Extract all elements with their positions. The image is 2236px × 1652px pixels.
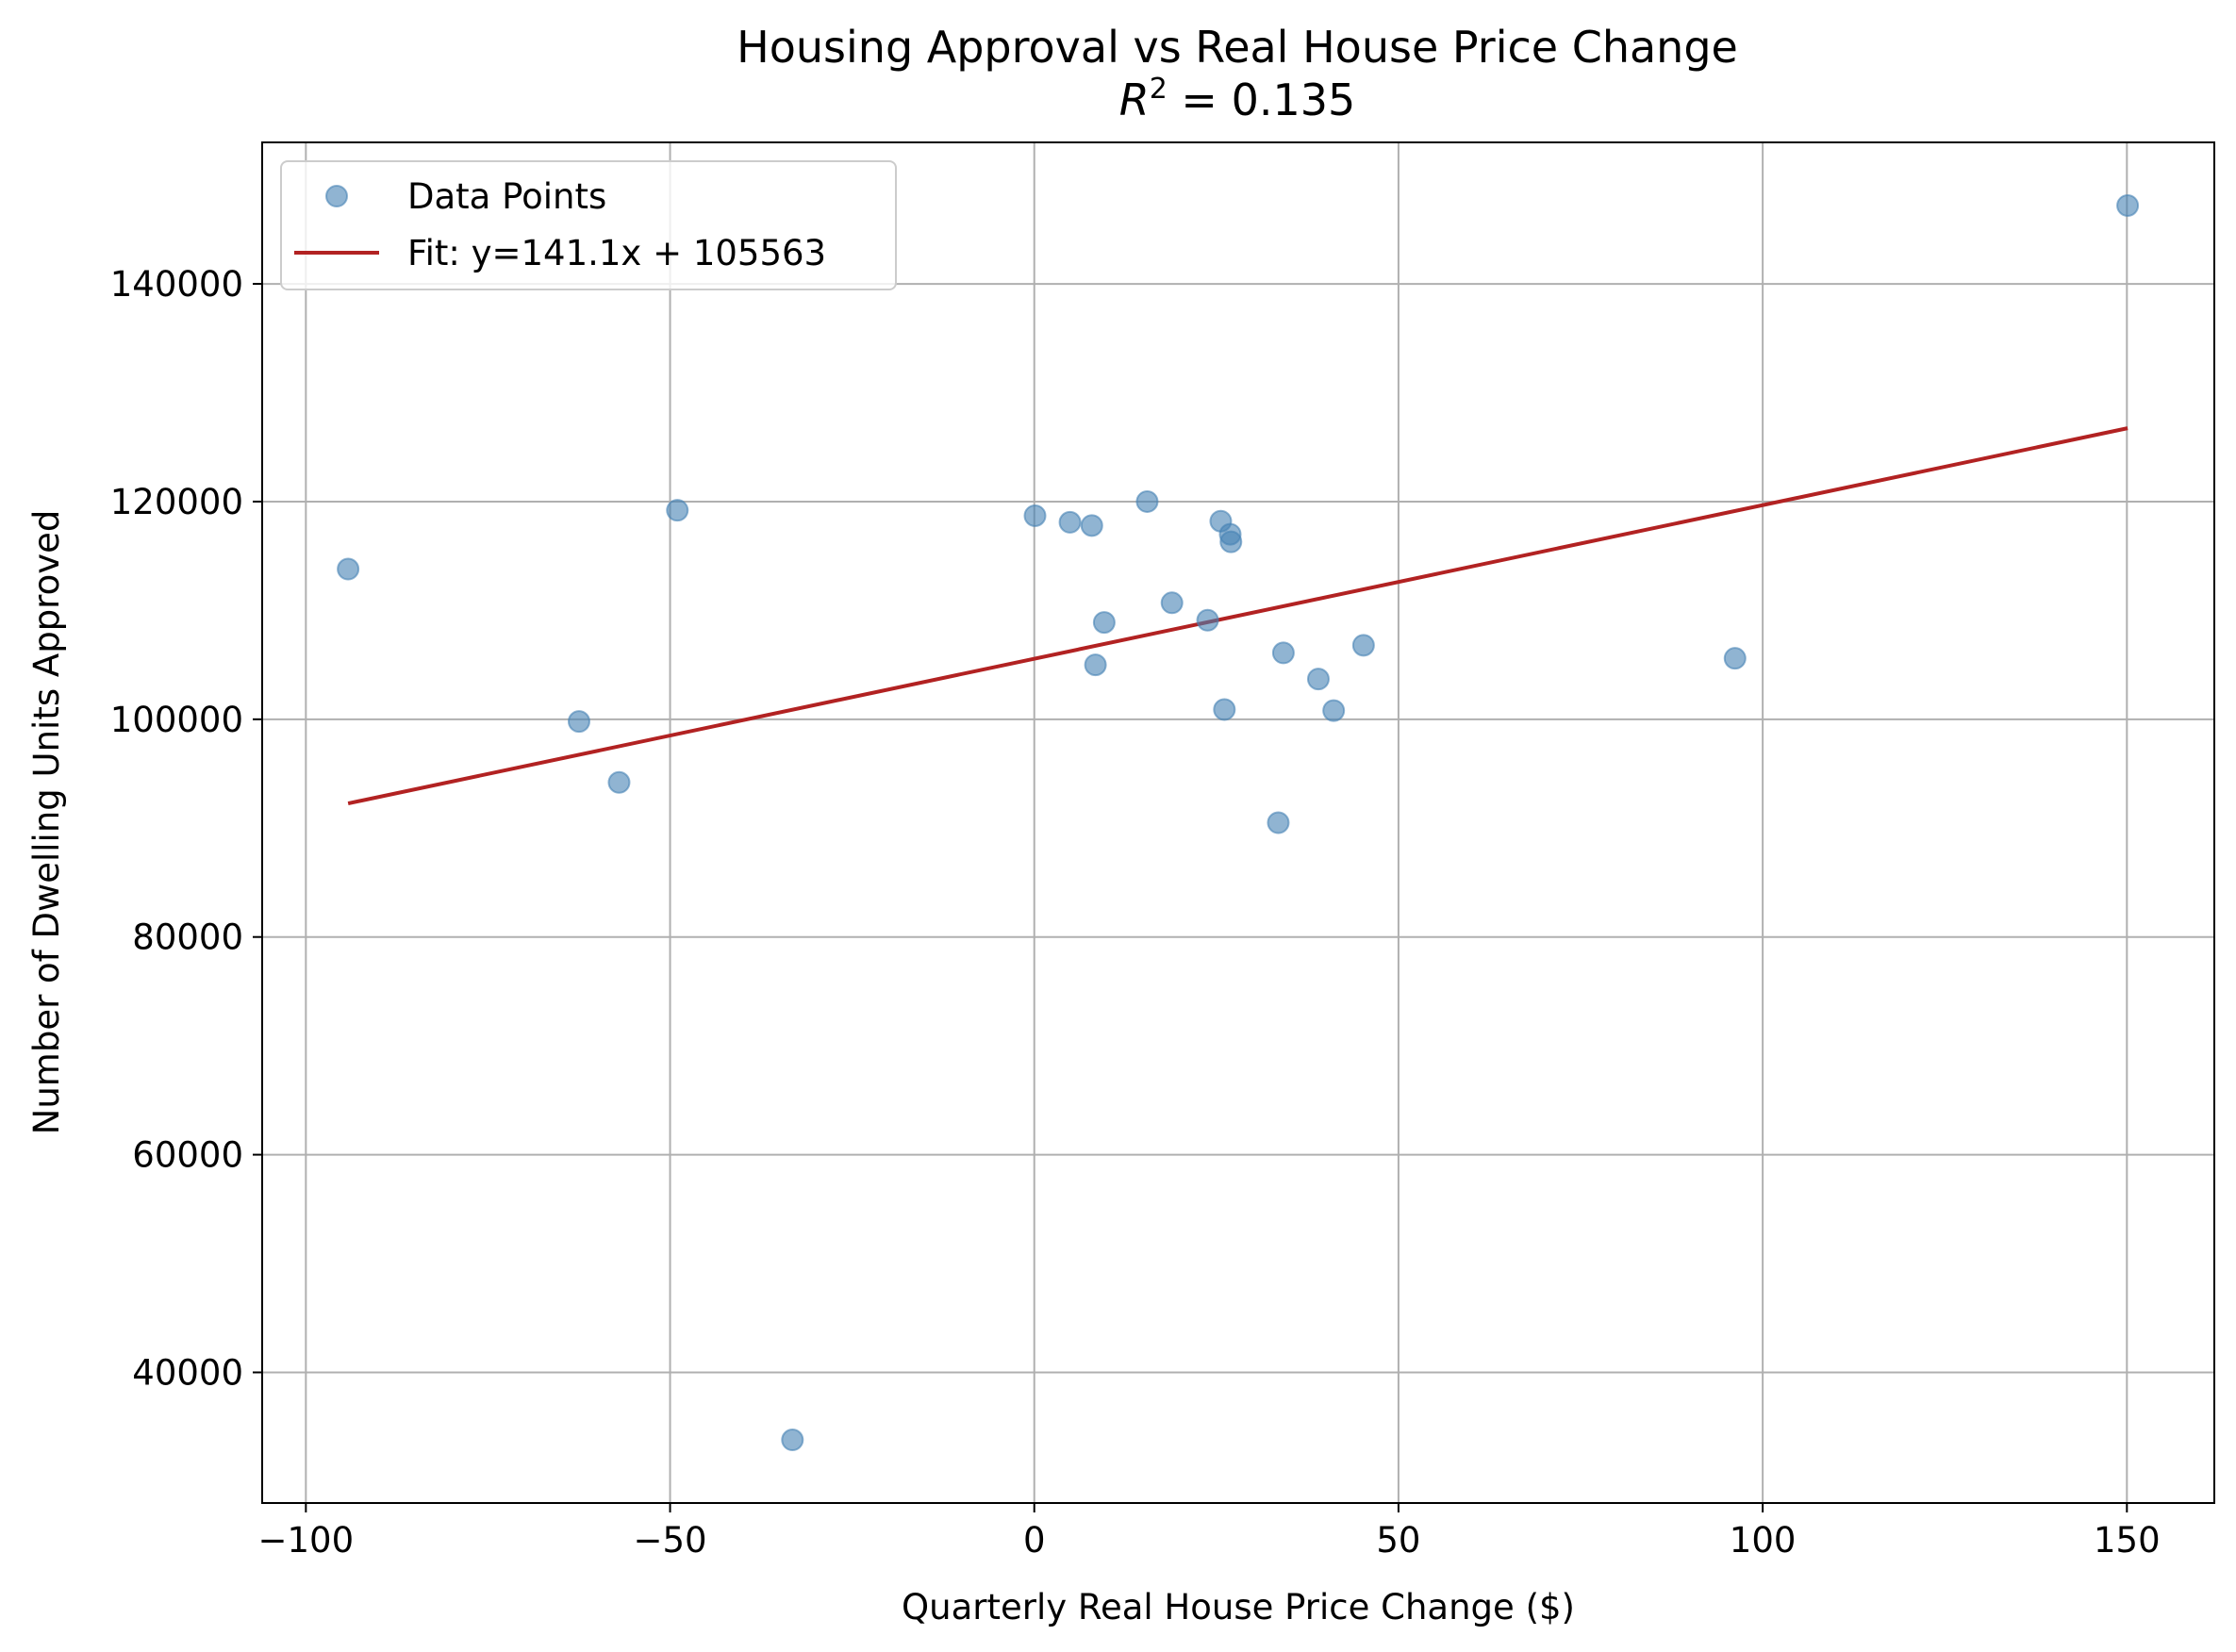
legend: Data Points Fit: y=141.1x + 105563 bbox=[280, 160, 897, 290]
data-points-layer bbox=[337, 193, 2140, 1452]
data-point bbox=[666, 499, 689, 522]
data-point bbox=[567, 710, 590, 734]
subtitle-superscript: 2 bbox=[1150, 73, 1168, 106]
subtitle-value: = 0.135 bbox=[1168, 74, 1355, 125]
x-tick-label: −50 bbox=[633, 1520, 706, 1561]
y-tick-label: 140000 bbox=[110, 264, 243, 305]
fit-line-layer bbox=[347, 426, 2128, 806]
x-tick-label: −100 bbox=[258, 1520, 355, 1561]
data-point bbox=[1213, 698, 1236, 721]
plot-frame bbox=[261, 141, 2215, 1504]
x-tick-label: 50 bbox=[1376, 1520, 1420, 1561]
data-point bbox=[1196, 608, 1219, 632]
axis-ticks: −100 −50 0 50 100 150 40000 60000 80000 100000 120… bbox=[110, 264, 2161, 1561]
grid-lines bbox=[262, 142, 2214, 1503]
legend-box bbox=[280, 160, 897, 290]
x-tick-label: 150 bbox=[2094, 1520, 2161, 1561]
data-point bbox=[1058, 510, 1082, 534]
y-axis-label: Number of Dwelling Units Approved bbox=[26, 510, 67, 1135]
data-point bbox=[781, 1429, 804, 1452]
fit-line bbox=[347, 426, 2128, 806]
legend-label-data-points: Data Points bbox=[407, 176, 606, 217]
x-tick-label: 0 bbox=[1023, 1520, 1046, 1561]
y-tick-label: 80000 bbox=[132, 917, 243, 958]
data-point bbox=[1271, 641, 1295, 665]
legend-marker-data-points bbox=[325, 185, 348, 207]
subtitle-r: R bbox=[1119, 74, 1150, 125]
data-point bbox=[1322, 699, 1346, 722]
data-point bbox=[1023, 504, 1047, 527]
data-point bbox=[1084, 653, 1107, 677]
data-point bbox=[1219, 530, 1243, 553]
y-tick-label: 100000 bbox=[110, 700, 243, 740]
chart-title: Housing Approval vs Real House Price Cha… bbox=[737, 22, 1738, 73]
data-point bbox=[1267, 811, 1290, 834]
y-tick-label: 120000 bbox=[110, 482, 243, 522]
data-point bbox=[607, 770, 631, 794]
legend-label-fit-line: Fit: y=141.1x + 105563 bbox=[407, 233, 826, 273]
x-axis-label: Quarterly Real House Price Change ($) bbox=[902, 1587, 1575, 1627]
data-point bbox=[1723, 647, 1747, 670]
data-point bbox=[1160, 591, 1184, 615]
x-tick-label: 100 bbox=[1730, 1520, 1797, 1561]
data-point bbox=[1306, 668, 1330, 691]
data-point bbox=[1080, 514, 1103, 537]
y-tick-label: 40000 bbox=[132, 1352, 243, 1393]
data-point bbox=[1351, 634, 1375, 657]
chart-subtitle: R2 = 0.135 bbox=[1119, 73, 1356, 125]
data-point bbox=[1092, 611, 1116, 635]
data-point bbox=[1135, 489, 1159, 513]
data-point bbox=[337, 557, 360, 581]
y-tick-label: 60000 bbox=[132, 1135, 243, 1176]
data-point bbox=[2116, 193, 2140, 217]
